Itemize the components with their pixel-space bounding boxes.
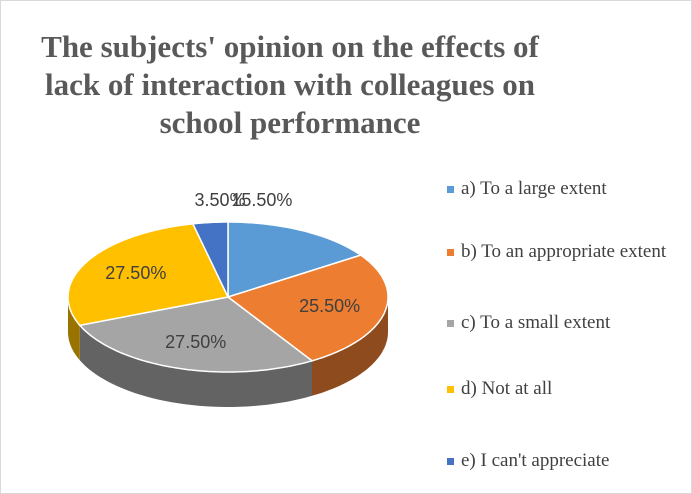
slice-side [79,325,312,407]
slice [191,221,229,298]
legend-item: a) To a large extent [447,176,692,202]
slice [227,221,363,299]
legend-label: d) Not at all [461,378,553,399]
slice [78,296,314,373]
data-label: 25.50% [299,296,360,316]
legend-label: a) To a large extent [461,178,607,199]
data-label: 27.50% [105,263,166,283]
data-label: 27.50% [165,332,226,352]
slice [226,254,389,362]
legend-swatch [447,249,454,256]
legend-item: e) I can't appreciate [447,448,692,474]
legend-label: e) I can't appreciate [461,450,610,471]
chart-title: The subjects' opinion on the effects of … [41,29,539,140]
legend-swatch [447,320,454,327]
slice-side [312,297,388,396]
slice [67,222,230,327]
legend-label: c) To a small extent [461,312,611,333]
legend-item: d) Not at all [447,376,692,402]
legend-swatch [447,386,454,393]
data-label: 3.50% [195,190,246,210]
data-label: 15.50% [231,190,292,210]
legend-label: b) To an appropriate extent [461,241,667,262]
legend-item: c) To a small extent [447,310,692,336]
legend-swatch [447,458,454,465]
legend-swatch [447,186,454,193]
legend-item: b) To an appropriate extent [447,239,681,265]
